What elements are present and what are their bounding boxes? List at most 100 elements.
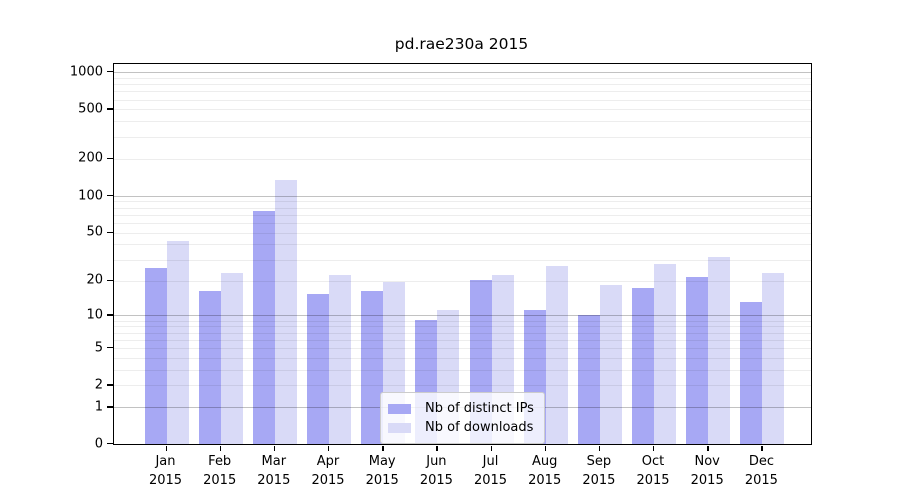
bar-downloads-feb <box>220 272 243 444</box>
bar-downloads-dec <box>762 272 785 444</box>
y-tick-label: 1000 <box>69 64 103 80</box>
grid-line-minor <box>114 339 811 341</box>
grid-line-minor <box>114 320 811 322</box>
y-tick-mark <box>107 347 113 349</box>
y-tick-mark <box>107 108 113 110</box>
grid-line-minor <box>114 223 811 224</box>
grid-line-minor <box>114 348 811 350</box>
y-tick-mark <box>107 157 113 159</box>
grid-line-minor <box>114 244 811 246</box>
grid-line-minor <box>114 385 811 387</box>
grid-line-minor <box>114 201 811 203</box>
x-tick-label-feb: Feb 2015 <box>203 454 237 488</box>
distinct-ips-swatch <box>388 403 411 414</box>
grid-line-major <box>114 315 811 317</box>
bar-downloads-oct <box>654 264 677 444</box>
legend-label-downloads: Nb of downloads <box>425 420 534 435</box>
grid-line-minor <box>114 259 811 261</box>
bar-downloads-aug <box>545 266 568 444</box>
x-tick-label-sep: Sep 2015 <box>582 454 616 488</box>
y-tick-label: 500 <box>78 101 103 117</box>
bar-distinct-ips-nov <box>686 277 709 444</box>
bar-distinct-ips-may <box>361 291 384 444</box>
x-tick-mark <box>328 446 330 451</box>
x-tick-label-oct: Oct 2015 <box>636 454 670 488</box>
y-tick-mark <box>107 443 113 445</box>
bar-distinct-ips-mar <box>252 211 275 444</box>
y-tick-label: 5 <box>94 340 103 356</box>
grid-line-minor <box>114 280 811 282</box>
x-tick-mark <box>490 446 492 451</box>
y-tick-label: 20 <box>86 272 103 288</box>
bar-downloads-apr <box>329 274 351 444</box>
grid-line-major <box>114 72 811 73</box>
grid-line-minor <box>114 99 811 101</box>
grid-line-minor <box>114 357 811 359</box>
y-tick-mark <box>107 314 113 316</box>
grid-line-minor <box>114 158 811 160</box>
grid-line-minor <box>114 332 811 334</box>
x-tick-mark <box>707 446 709 451</box>
grid-line-minor <box>114 77 811 79</box>
x-tick-label-dec: Dec 2015 <box>744 454 778 488</box>
x-tick-mark <box>382 446 384 451</box>
x-tick-mark <box>598 446 601 451</box>
y-tick-mark <box>107 194 113 197</box>
y-tick-label: 0 <box>94 436 103 452</box>
chart-title: pd.rae230a 2015 <box>394 35 529 53</box>
grid-line-minor <box>114 369 811 371</box>
x-tick-label-jul: Jul 2015 <box>473 454 508 488</box>
y-tick-mark <box>107 71 113 73</box>
bar-downloads-nov <box>708 257 731 444</box>
grid-line-minor <box>114 91 811 93</box>
bar-distinct-ips-sep <box>577 314 600 444</box>
bar-distinct-ips-oct <box>632 288 655 444</box>
bar-downloads-jan <box>166 241 189 444</box>
legend-label-distinct-ips: Nb of distinct IPs <box>425 401 534 416</box>
bar-downloads-mar <box>274 180 297 444</box>
x-tick-label-apr: Apr 2015 <box>311 454 345 488</box>
y-tick-label: 100 <box>78 188 103 203</box>
x-tick-label-jan: Jan 2015 <box>148 454 183 488</box>
grid-line-minor <box>114 109 811 111</box>
bar-distinct-ips-dec <box>740 301 763 444</box>
x-tick-mark <box>761 446 763 451</box>
grid-line-minor <box>114 121 811 123</box>
grid-line-minor <box>114 136 811 138</box>
x-tick-mark <box>273 446 276 451</box>
y-tick-label: 50 <box>86 224 103 240</box>
x-tick-label-aug: Aug 2015 <box>528 454 562 488</box>
y-tick-label: 1 <box>94 399 103 415</box>
grid-line-minor <box>114 214 811 216</box>
y-tick-mark <box>107 384 113 386</box>
x-tick-mark <box>165 446 167 451</box>
x-tick-label-jun: Jun 2015 <box>419 454 453 488</box>
grid-line-minor <box>114 207 811 209</box>
x-tick-mark <box>436 446 438 451</box>
grid-line-minor <box>114 84 811 86</box>
y-tick-mark <box>107 231 113 233</box>
bar-distinct-ips-feb <box>198 291 221 444</box>
y-tick-label: 200 <box>78 150 103 166</box>
bar-distinct-ips-apr <box>307 294 329 444</box>
y-tick-mark <box>107 279 113 281</box>
x-tick-label-mar: Mar 2015 <box>257 454 291 488</box>
legend-row-downloads: Nb of downloads <box>388 418 534 437</box>
y-tick-label: 2 <box>94 377 103 393</box>
y-tick-label: 10 <box>86 307 103 323</box>
legend-row-distinct-ips: Nb of distinct IPs <box>388 399 534 418</box>
bar-distinct-ips-jan <box>144 268 167 444</box>
y-tick-mark <box>107 406 113 408</box>
plot-area: Nb of distinct IPs Nb of downloads <box>113 63 812 445</box>
grid-line-major <box>114 195 811 197</box>
grid-line-minor <box>114 232 811 234</box>
x-tick-label-nov: Nov 2015 <box>690 454 724 488</box>
legend: Nb of distinct IPs Nb of downloads <box>380 392 545 444</box>
bar-downloads-sep <box>599 285 622 444</box>
x-tick-mark <box>219 446 222 451</box>
grid-line-minor <box>114 326 811 328</box>
downloads-swatch <box>388 422 411 433</box>
x-tick-label-may: May 2015 <box>365 454 399 488</box>
x-tick-mark <box>544 446 547 451</box>
